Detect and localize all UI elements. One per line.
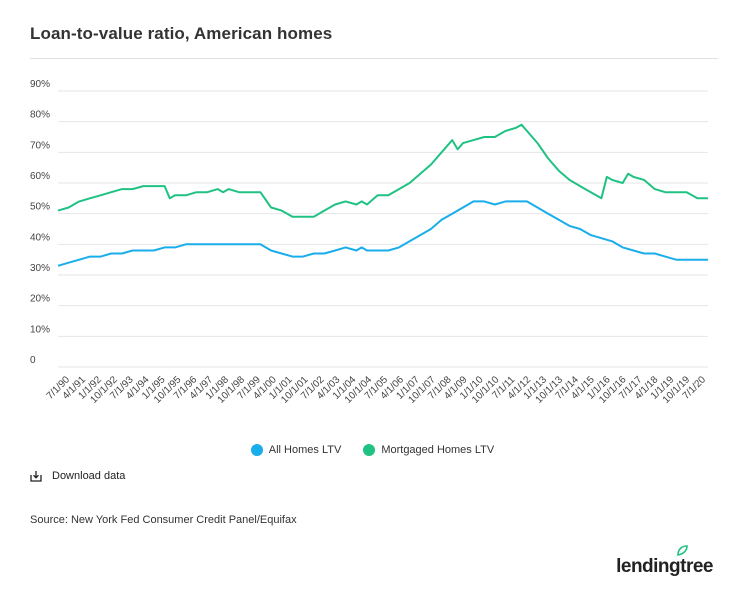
- chart-legend: All Homes LTV Mortgaged Homes LTV: [0, 444, 745, 456]
- line-chart: 0 10% 20% 30% 40% 50% 60% 70% 80% 90% 7/1/904/1/9…: [30, 79, 709, 406]
- legend-swatch-all-homes: [250, 444, 263, 456]
- y-tick-label: 70%: [30, 140, 50, 151]
- grid-lines: [58, 90, 708, 368]
- download-data-label: Download data: [52, 470, 126, 482]
- y-tick-label: 60%: [30, 171, 50, 182]
- lendingtree-logo[interactable]: lendingtree: [616, 545, 713, 578]
- legend-label-mortgaged: Mortgaged Homes LTV: [381, 444, 495, 456]
- leaf-icon: [677, 545, 688, 556]
- legend-swatch-mortgaged: [363, 444, 376, 456]
- y-tick-label: 20%: [30, 294, 50, 305]
- download-data-button[interactable]: Download data: [30, 470, 125, 482]
- y-tick-label: 10%: [30, 324, 50, 335]
- legend-label-all-homes: All Homes LTV: [268, 444, 342, 456]
- legend-item-all-homes[interactable]: All Homes LTV: [250, 444, 342, 456]
- logo-wordmark: lendingtree: [616, 556, 713, 577]
- y-tick-label: 0: [30, 355, 36, 366]
- chart-title: Loan-to-value ratio, American homes: [30, 24, 333, 43]
- legend-item-mortgaged[interactable]: Mortgaged Homes LTV: [363, 444, 494, 456]
- title-divider: [30, 58, 718, 59]
- y-tick-label: 50%: [30, 202, 50, 213]
- x-axis-ticks: 7/1/904/1/911/1/9210/1/927/1/934/1/941/1…: [45, 374, 709, 406]
- y-tick-label: 80%: [30, 110, 50, 121]
- y-tick-label: 30%: [30, 263, 50, 274]
- download-icon: [30, 471, 42, 482]
- series-line-mortgaged[interactable]: [57, 123, 708, 218]
- series-lines: [57, 123, 708, 267]
- y-axis-ticks: 0 10% 20% 30% 40% 50% 60% 70% 80% 90%: [30, 79, 50, 366]
- series-line-all-homes[interactable]: [57, 200, 708, 267]
- y-tick-label: 90%: [30, 79, 50, 90]
- y-tick-label: 40%: [30, 232, 50, 243]
- source-note: Source: New York Fed Consumer Credit Pan…: [30, 514, 297, 526]
